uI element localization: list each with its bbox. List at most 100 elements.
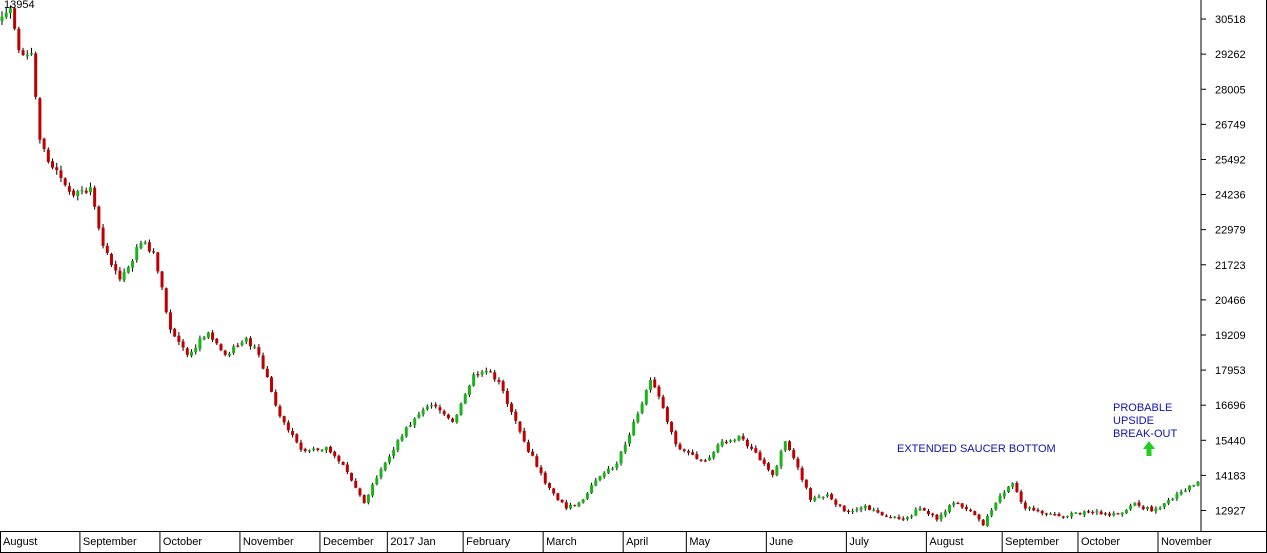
candle (244, 336, 248, 345)
candle-body (526, 442, 530, 452)
candle-body (320, 449, 324, 451)
candle (973, 510, 977, 516)
candle-body (202, 337, 206, 340)
candle-body (93, 187, 97, 207)
candle-body (434, 404, 438, 407)
candle-body (901, 518, 905, 520)
candle-body (4, 12, 8, 18)
candle (674, 429, 678, 447)
candle (400, 433, 404, 442)
candle (661, 394, 665, 409)
candle-body (472, 374, 476, 386)
candle-body (703, 460, 707, 462)
candle-body (834, 499, 838, 505)
candle (408, 421, 412, 428)
candle-body (1188, 485, 1192, 491)
candle (1167, 497, 1171, 506)
candle (316, 447, 320, 452)
candle (274, 389, 278, 407)
candle (1006, 485, 1010, 494)
candle (952, 501, 956, 508)
candle (333, 450, 337, 459)
candle (265, 365, 269, 378)
candle (1040, 509, 1044, 516)
candle-body (674, 431, 678, 445)
candle-body (13, 8, 17, 29)
candle-body (851, 510, 855, 513)
candle (1162, 502, 1166, 510)
candle (190, 349, 194, 358)
candle-body (438, 407, 442, 411)
candle (762, 457, 766, 467)
candle (893, 516, 897, 519)
candle-body (686, 451, 690, 453)
candle-body (114, 264, 118, 271)
candle (1036, 507, 1040, 513)
candle (918, 506, 922, 512)
candle (998, 493, 1002, 504)
candle-body (126, 267, 130, 273)
candle (438, 404, 442, 414)
month-label: November (243, 536, 294, 548)
candle (160, 270, 164, 291)
candle-body (804, 479, 808, 488)
candle (114, 260, 118, 275)
candle (964, 504, 968, 512)
candle (307, 449, 311, 454)
candle (1082, 510, 1086, 518)
candle-body (905, 517, 909, 520)
candle (716, 443, 720, 454)
candle-body (316, 448, 320, 450)
candle-body (46, 149, 50, 162)
candle (779, 449, 783, 470)
candle-body (623, 444, 627, 452)
candle (156, 251, 160, 274)
candle (611, 466, 615, 471)
y-axis: 30518 29262 28005 26749 25492 24236 22979 21723… (1201, 14, 1246, 517)
candle (253, 344, 257, 349)
month-label: April (626, 536, 648, 548)
candle (379, 467, 383, 480)
candle (413, 417, 417, 428)
candle (282, 415, 286, 425)
candle (678, 442, 682, 451)
candle (240, 340, 244, 347)
candle (1141, 505, 1145, 511)
candle-body (657, 386, 661, 397)
candle (164, 287, 168, 314)
candle (876, 507, 880, 514)
candle (846, 509, 850, 515)
candle (1099, 509, 1103, 515)
candle-body (758, 452, 762, 461)
candle-body (737, 435, 741, 441)
y-tick-label: 25492 (1215, 154, 1246, 166)
candle (573, 504, 577, 507)
candle (1032, 505, 1036, 512)
candle-body (413, 418, 417, 426)
y-tick-label: 22979 (1215, 225, 1246, 237)
candle-body (282, 416, 286, 423)
candle-body (265, 368, 269, 378)
candle (312, 446, 316, 452)
candle (1103, 511, 1107, 516)
candlestick-series (0, 5, 1200, 527)
candle-body (846, 510, 850, 512)
candle-body (581, 499, 585, 503)
candle-body (602, 473, 606, 477)
candle-body (493, 372, 497, 380)
candle (25, 50, 29, 60)
month-label: August (3, 536, 37, 548)
candle (1061, 515, 1065, 519)
candle-body (232, 346, 236, 353)
candle (543, 471, 547, 485)
candle (236, 342, 240, 348)
candle-body (446, 414, 450, 419)
candle (505, 388, 509, 407)
candle-body (1167, 500, 1171, 504)
candle (910, 514, 914, 519)
candle-body (190, 351, 194, 356)
candle-body (425, 406, 429, 410)
candle (17, 26, 21, 54)
candle-body (716, 444, 720, 453)
candle (834, 498, 838, 508)
